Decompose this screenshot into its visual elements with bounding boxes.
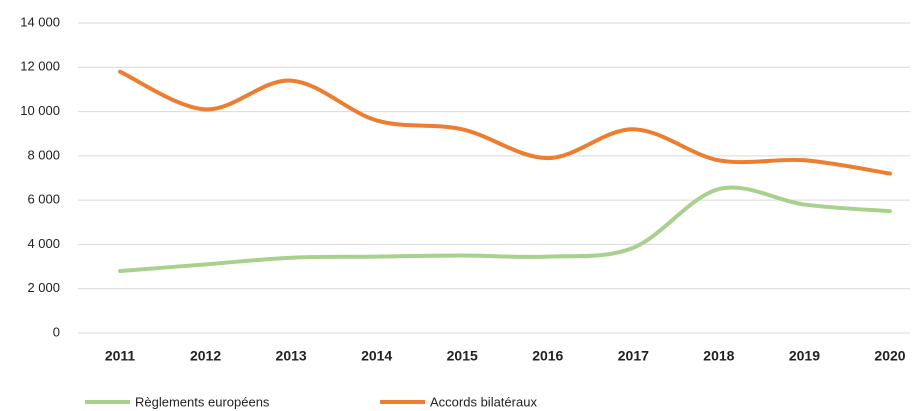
y-tick-label: 4 000 <box>27 236 60 251</box>
x-tick-label: 2017 <box>618 348 649 364</box>
y-tick-label: 10 000 <box>20 103 60 118</box>
legend-label: Règlements européens <box>135 394 270 409</box>
y-tick-label: 12 000 <box>20 59 60 74</box>
x-tick-label: 2012 <box>190 348 221 364</box>
y-tick-label: 14 000 <box>20 14 60 29</box>
x-tick-label: 2018 <box>703 348 734 364</box>
line-series <box>118 185 892 273</box>
x-tick-label: 2016 <box>532 348 563 364</box>
x-tick-label: 2015 <box>447 348 478 364</box>
y-tick-label: 6 000 <box>27 192 60 207</box>
x-tick-label: 2013 <box>276 348 307 364</box>
x-tick-label: 2019 <box>789 348 820 364</box>
x-tick-label: 2020 <box>874 348 905 364</box>
y-tick-label: 0 <box>53 324 60 339</box>
legend-label: Accords bilatéraux <box>430 394 537 409</box>
line-series <box>118 69 892 176</box>
x-tick-label: 2014 <box>361 348 392 364</box>
y-tick-label: 2 000 <box>27 280 60 295</box>
x-tick-label: 2011 <box>105 348 136 364</box>
y-tick-label: 8 000 <box>27 147 60 162</box>
